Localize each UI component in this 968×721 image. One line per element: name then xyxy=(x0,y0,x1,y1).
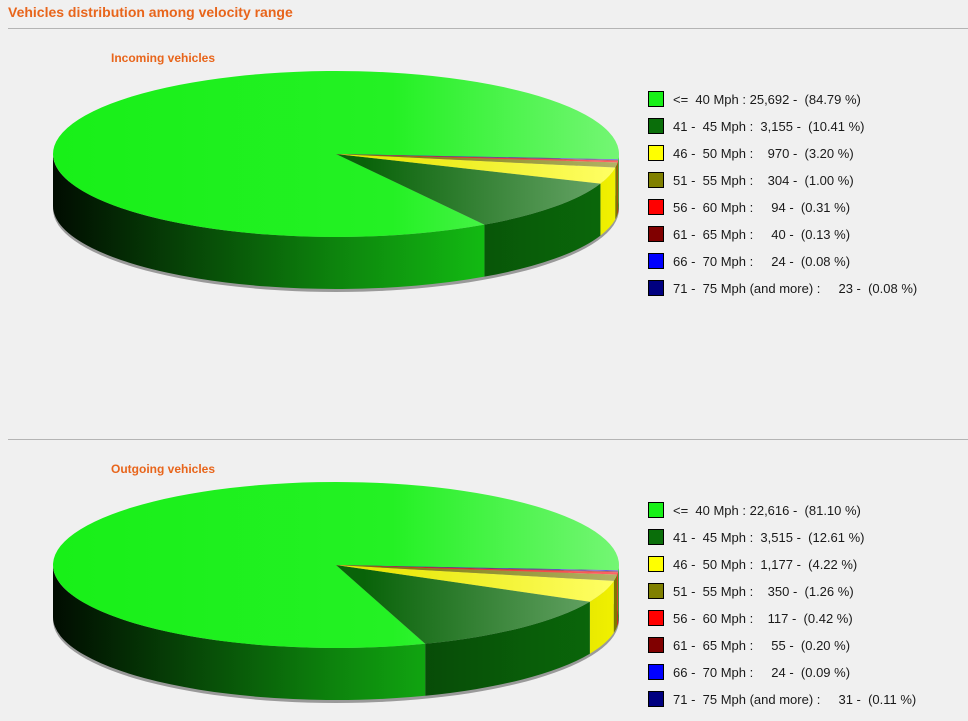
legend-label: 61 - 65 Mph : 40 - (0.13 %) xyxy=(673,227,850,242)
legend-swatch xyxy=(648,118,664,134)
legend-item-61-65-mph: 61 - 65 Mph : 55 - (0.20 %) xyxy=(648,633,968,660)
legend-label: 71 - 75 Mph (and more) : 31 - (0.11 %) xyxy=(673,692,916,707)
legend-swatch xyxy=(648,172,664,188)
pie-side-51-55-mph xyxy=(614,574,617,632)
outgoing-pie-chart xyxy=(50,481,640,721)
legend-item-41-45-mph: 41 - 45 Mph : 3,155 - (10.41 %) xyxy=(648,114,968,141)
legend-item-66-70-mph: 66 - 70 Mph : 24 - (0.08 %) xyxy=(648,249,968,276)
legend-swatch xyxy=(648,583,664,599)
legend-swatch xyxy=(648,91,664,107)
legend-swatch xyxy=(648,280,664,296)
outgoing-chart-title: Outgoing vehicles xyxy=(111,462,215,476)
pie-side-51-55-mph xyxy=(615,162,617,219)
page-title: Vehicles distribution among velocity ran… xyxy=(8,4,293,20)
legend-label: 56 - 60 Mph : 94 - (0.31 %) xyxy=(673,200,850,215)
pie-side-40-mph xyxy=(618,154,619,211)
legend-label: <= 40 Mph : 22,616 - (81.10 %) xyxy=(673,503,861,518)
legend-swatch xyxy=(648,502,664,518)
legend-label: 41 - 45 Mph : 3,155 - (10.41 %) xyxy=(673,119,865,134)
legend-label: <= 40 Mph : 25,692 - (84.79 %) xyxy=(673,92,861,107)
legend-swatch xyxy=(648,253,664,269)
legend-item-51-55-mph: 51 - 55 Mph : 304 - (1.00 %) xyxy=(648,168,968,195)
legend-label: 66 - 70 Mph : 24 - (0.08 %) xyxy=(673,254,850,269)
legend-item-46-50-mph: 46 - 50 Mph : 1,177 - (4.22 %) xyxy=(648,552,968,579)
legend-label: 46 - 50 Mph : 1,177 - (4.22 %) xyxy=(673,557,857,572)
legend-swatch xyxy=(648,610,664,626)
incoming-pie-chart xyxy=(50,70,640,310)
legend-swatch xyxy=(648,145,664,161)
legend-swatch xyxy=(648,637,664,653)
pie-side-40-mph xyxy=(618,565,619,622)
legend-item-66-70-mph: 66 - 70 Mph : 24 - (0.09 %) xyxy=(648,660,968,687)
legend-label: 71 - 75 Mph (and more) : 23 - (0.08 %) xyxy=(673,281,917,296)
legend-item-71-75-mph-and-more: 71 - 75 Mph (and more) : 23 - (0.08 %) xyxy=(648,276,968,303)
legend-item-61-65-mph: 61 - 65 Mph : 40 - (0.13 %) xyxy=(648,222,968,249)
legend-label: 51 - 55 Mph : 350 - (1.26 %) xyxy=(673,584,854,599)
legend-swatch xyxy=(648,226,664,242)
legend-label: 41 - 45 Mph : 3,515 - (12.61 %) xyxy=(673,530,865,545)
legend-item-46-50-mph: 46 - 50 Mph : 970 - (3.20 %) xyxy=(648,141,968,168)
legend-swatch xyxy=(648,556,664,572)
title-divider xyxy=(8,28,968,29)
legend-label: 46 - 50 Mph : 970 - (3.20 %) xyxy=(673,146,854,161)
legend-item-71-75-mph-and-more: 71 - 75 Mph (and more) : 31 - (0.11 %) xyxy=(648,687,968,714)
section-divider xyxy=(8,439,968,440)
legend-item-40-mph: <= 40 Mph : 25,692 - (84.79 %) xyxy=(648,87,968,114)
legend-label: 66 - 70 Mph : 24 - (0.09 %) xyxy=(673,665,850,680)
incoming-chart-title: Incoming vehicles xyxy=(111,51,215,65)
legend-item-56-60-mph: 56 - 60 Mph : 117 - (0.42 %) xyxy=(648,606,968,633)
legend-label: 51 - 55 Mph : 304 - (1.00 %) xyxy=(673,173,854,188)
legend-item-41-45-mph: 41 - 45 Mph : 3,515 - (12.61 %) xyxy=(648,525,968,552)
legend-swatch xyxy=(648,529,664,545)
legend-item-56-60-mph: 56 - 60 Mph : 94 - (0.31 %) xyxy=(648,195,968,222)
legend-item-40-mph: <= 40 Mph : 22,616 - (81.10 %) xyxy=(648,498,968,525)
legend-label: 61 - 65 Mph : 55 - (0.20 %) xyxy=(673,638,850,653)
pie-side-56-60-mph xyxy=(617,572,618,626)
legend-item-51-55-mph: 51 - 55 Mph : 350 - (1.26 %) xyxy=(648,579,968,606)
legend-swatch xyxy=(648,664,664,680)
legend-swatch xyxy=(648,199,664,215)
legend-swatch xyxy=(648,691,664,707)
legend-label: 56 - 60 Mph : 117 - (0.42 %) xyxy=(673,611,853,626)
